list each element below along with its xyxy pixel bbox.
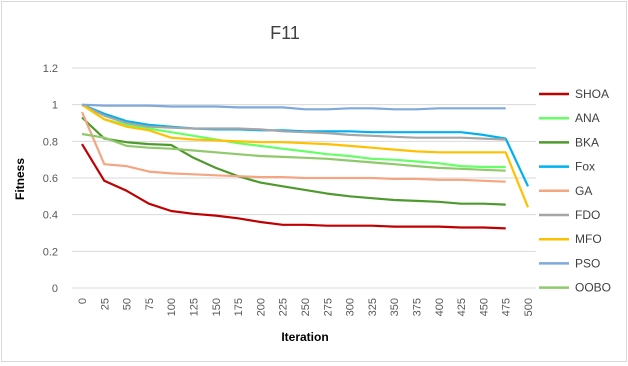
x-tick-label: 200 [255, 298, 267, 316]
x-tick-label: 175 [233, 298, 245, 316]
series-line-fox [81, 103, 529, 187]
y-tick-label: 1.2 [43, 63, 58, 75]
x-tick-label: 375 [412, 298, 424, 316]
x-tick-label: 450 [478, 298, 490, 316]
legend-label-bka: BKA [575, 135, 599, 149]
series-line-pso [81, 103, 506, 111]
series-line-ga [80, 111, 506, 183]
x-tick-label: 400 [434, 298, 446, 316]
legend-label-oobo: OOBO [575, 281, 611, 295]
legend-label-fdo: FDO [575, 208, 600, 222]
line-chart: F11 0 0.2 0.4 0.6 0.8 1 1.2 0 25 50 75 100 125 150 17… [13, 23, 611, 344]
series-line-shoa [81, 143, 506, 230]
x-tick-label: 0 [77, 298, 89, 304]
x-tick-labels: 0 25 50 75 100 125 150 175 200 225 250 275 300 325 350… [77, 298, 535, 316]
x-tick-label: 150 [211, 298, 223, 316]
legend-label-ga: GA [575, 184, 592, 198]
x-tick-label: 275 [322, 298, 334, 316]
y-tick-labels: 0 0.2 0.4 0.6 0.8 1 1.2 [43, 63, 58, 295]
x-tick-label: 250 [300, 298, 312, 316]
legend-label-fox: Fox [575, 160, 595, 174]
x-tick-label: 25 [99, 298, 111, 310]
series-line-bka [81, 116, 506, 206]
y-tick-label: 0.8 [43, 136, 58, 148]
y-tick-label: 0 [52, 283, 58, 295]
y-tick-label: 0.4 [43, 210, 58, 222]
legend-label-mfo: MFO [575, 232, 602, 246]
series-line-oobo [81, 132, 506, 172]
x-tick-label: 75 [144, 298, 156, 310]
x-tick-label: 500 [523, 298, 535, 316]
y-tick-label: 1 [52, 100, 58, 112]
y-tick-label: 0.2 [43, 246, 58, 258]
legend-label-shoa: SHOA [575, 87, 609, 101]
legend-label-ana: ANA [575, 111, 600, 125]
legend: SHOA ANA BKA Fox GA FDO MFO PSO OOBO [539, 87, 611, 295]
x-tick-label: 425 [456, 298, 468, 316]
x-tick-label: 100 [166, 298, 178, 316]
x-tick-label: 325 [367, 298, 379, 316]
chart-title: F11 [270, 23, 300, 43]
series-line-mfo [81, 103, 530, 208]
series-line-fdo [81, 103, 506, 141]
series-line-ana [81, 103, 506, 169]
y-axis-label: Fitness [13, 158, 27, 200]
x-tick-label: 350 [389, 298, 401, 316]
x-tick-label: 50 [122, 298, 134, 310]
y-tick-label: 0.6 [43, 173, 58, 185]
series-lines [80, 103, 530, 230]
x-tick-label: 225 [278, 298, 290, 316]
x-tick-label: 125 [189, 298, 201, 316]
x-axis-label: Iteration [281, 330, 328, 344]
legend-label-pso: PSO [575, 256, 600, 270]
x-tick-label: 300 [345, 298, 357, 316]
x-tick-label: 475 [501, 298, 513, 316]
